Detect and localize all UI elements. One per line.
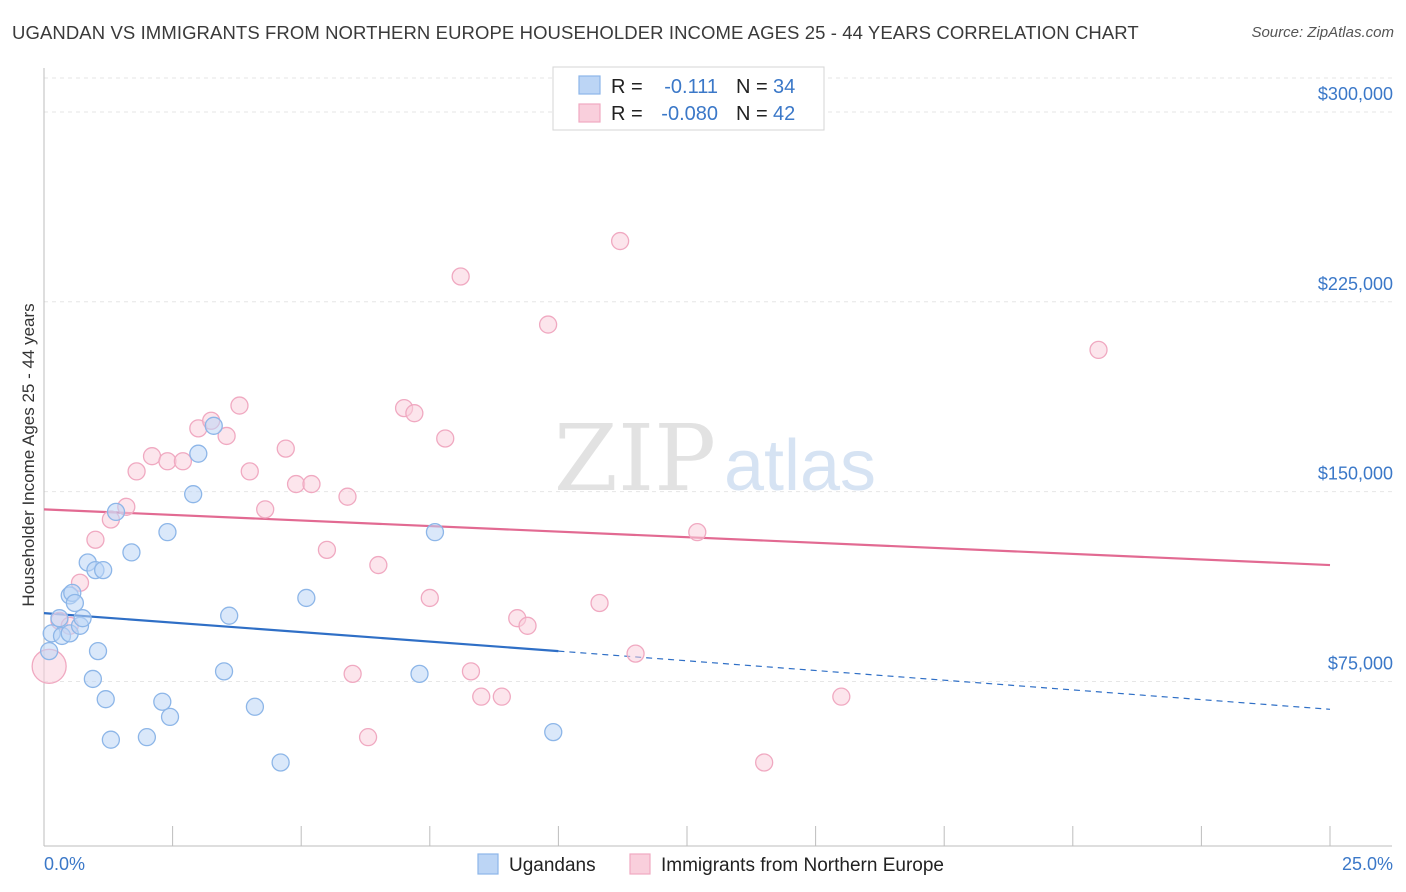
point-s1-35 — [538, 315, 558, 334]
point-s0-9 — [73, 609, 92, 628]
point-s1-9 — [158, 452, 177, 471]
point-s0-7 — [65, 593, 85, 613]
point-s0-11 — [83, 669, 103, 689]
point-s0-20 — [153, 692, 172, 711]
point-s0-19 — [137, 728, 157, 747]
point-s1-36 — [590, 593, 609, 613]
point-s1-31 — [472, 687, 491, 706]
legend-n-label-2: N = — [736, 103, 768, 125]
point-s0-15 — [96, 690, 115, 709]
point-s1-23 — [358, 728, 378, 747]
legend-r-value-2: -0.080 — [661, 103, 718, 125]
point-s1-42 — [1089, 340, 1108, 360]
point-s1-39 — [688, 522, 707, 542]
point-s0-32 — [425, 522, 445, 542]
y-tick-label-1: $150,000 — [1318, 464, 1393, 484]
point-s1-18 — [286, 474, 306, 494]
point-s1-26 — [405, 404, 424, 423]
point-s1-40 — [755, 753, 774, 772]
point-s1-29 — [451, 267, 470, 286]
point-s1-10 — [173, 452, 193, 471]
point-s1-17 — [276, 439, 295, 458]
trend-line-0 — [43, 612, 559, 653]
point-s0-22 — [160, 707, 180, 727]
point-s0-2 — [50, 609, 69, 628]
point-s0-31 — [410, 664, 429, 684]
legend-n-value-2: 42 — [773, 103, 795, 125]
legend-n-label-1: N = — [736, 76, 768, 98]
point-s0-25 — [204, 416, 223, 435]
point-s1-4 — [86, 530, 105, 549]
watermark-atlas: atlas — [724, 426, 876, 506]
point-s0-27 — [220, 606, 239, 625]
point-s1-14 — [230, 396, 249, 415]
legend-r-label-2: R = — [611, 103, 643, 125]
point-s1-21 — [338, 487, 357, 506]
point-s1-16 — [256, 500, 275, 519]
source-credit: Source: ZipAtlas.com — [1251, 24, 1394, 41]
legend-r-label-1: R = — [611, 76, 643, 98]
point-s1-22 — [343, 664, 362, 684]
legend-n-value-1: 34 — [773, 76, 795, 98]
series-legend-swatch-northern-europe — [629, 853, 651, 875]
point-s1-30 — [461, 662, 481, 681]
data-points — [31, 231, 1108, 772]
trend-lines — [43, 508, 1331, 710]
point-s1-13 — [217, 426, 236, 446]
point-s0-18 — [122, 543, 141, 562]
point-s0-21 — [158, 522, 177, 542]
series-legend-northern-europe: Immigrants from Northern Europe — [661, 855, 944, 876]
point-s1-8 — [142, 447, 162, 466]
point-s0-16 — [101, 730, 121, 749]
point-s0-28 — [245, 697, 265, 716]
point-s0-29 — [271, 753, 290, 772]
y-tick-label-0: $75,000 — [1328, 653, 1393, 673]
point-s1-7 — [127, 462, 146, 481]
series-legend-ugandans: Ugandans — [509, 855, 596, 876]
point-s1-15 — [240, 462, 259, 481]
trend-line-1 — [43, 508, 1331, 567]
y-axis-label: Householder Income Ages 25 - 44 years — [19, 303, 38, 606]
point-s0-14 — [94, 560, 113, 580]
point-s0-33 — [544, 722, 563, 742]
y-tick-labels: $75,000 $150,000 $225,000 $300,000 — [1318, 84, 1393, 674]
y-tick-label-3: $300,000 — [1318, 84, 1393, 104]
point-s1-41 — [832, 687, 851, 706]
point-s0-17 — [106, 502, 126, 522]
legend-r-value-1: -0.111 — [664, 76, 718, 98]
series-legend-swatch-ugandans — [477, 853, 499, 875]
chart-title: UGANDAN VS IMMIGRANTS FROM NORTHERN EURO… — [12, 22, 1139, 43]
point-s1-38 — [626, 644, 645, 663]
point-s0-13 — [88, 641, 108, 661]
point-s1-19 — [302, 474, 321, 494]
point-s0-0 — [39, 641, 59, 661]
legend-swatch-ugandans — [578, 75, 601, 95]
point-s1-27 — [420, 588, 439, 608]
x-tick-label-0: 0.0% — [44, 854, 85, 874]
y-tick-label-2: $225,000 — [1318, 274, 1393, 294]
legend-swatch-northern-europe — [578, 103, 601, 123]
point-s1-32 — [492, 687, 511, 706]
point-s1-28 — [436, 429, 455, 448]
axes — [43, 68, 1392, 847]
series-legend: Ugandans Immigrants from Northern Europe — [477, 853, 944, 876]
point-s1-20 — [317, 540, 337, 560]
stats-legend: R = -0.111 N = 34 R = -0.080 N = 42 — [552, 66, 825, 131]
point-s0-30 — [297, 588, 316, 608]
trend-line-extension-0 — [558, 650, 1331, 710]
point-s0-26 — [214, 662, 234, 681]
point-s0-24 — [189, 444, 208, 463]
point-s1-37 — [610, 231, 630, 251]
point-s1-34 — [518, 616, 537, 635]
point-s0-23 — [184, 485, 203, 504]
x-tick-labels: 0.0% 25.0% — [44, 854, 1393, 874]
grid-lines — [44, 77, 1392, 682]
x-tick-label-1: 25.0% — [1342, 854, 1393, 874]
watermark-zip: ZIP — [554, 405, 716, 512]
point-s1-24 — [369, 555, 388, 575]
